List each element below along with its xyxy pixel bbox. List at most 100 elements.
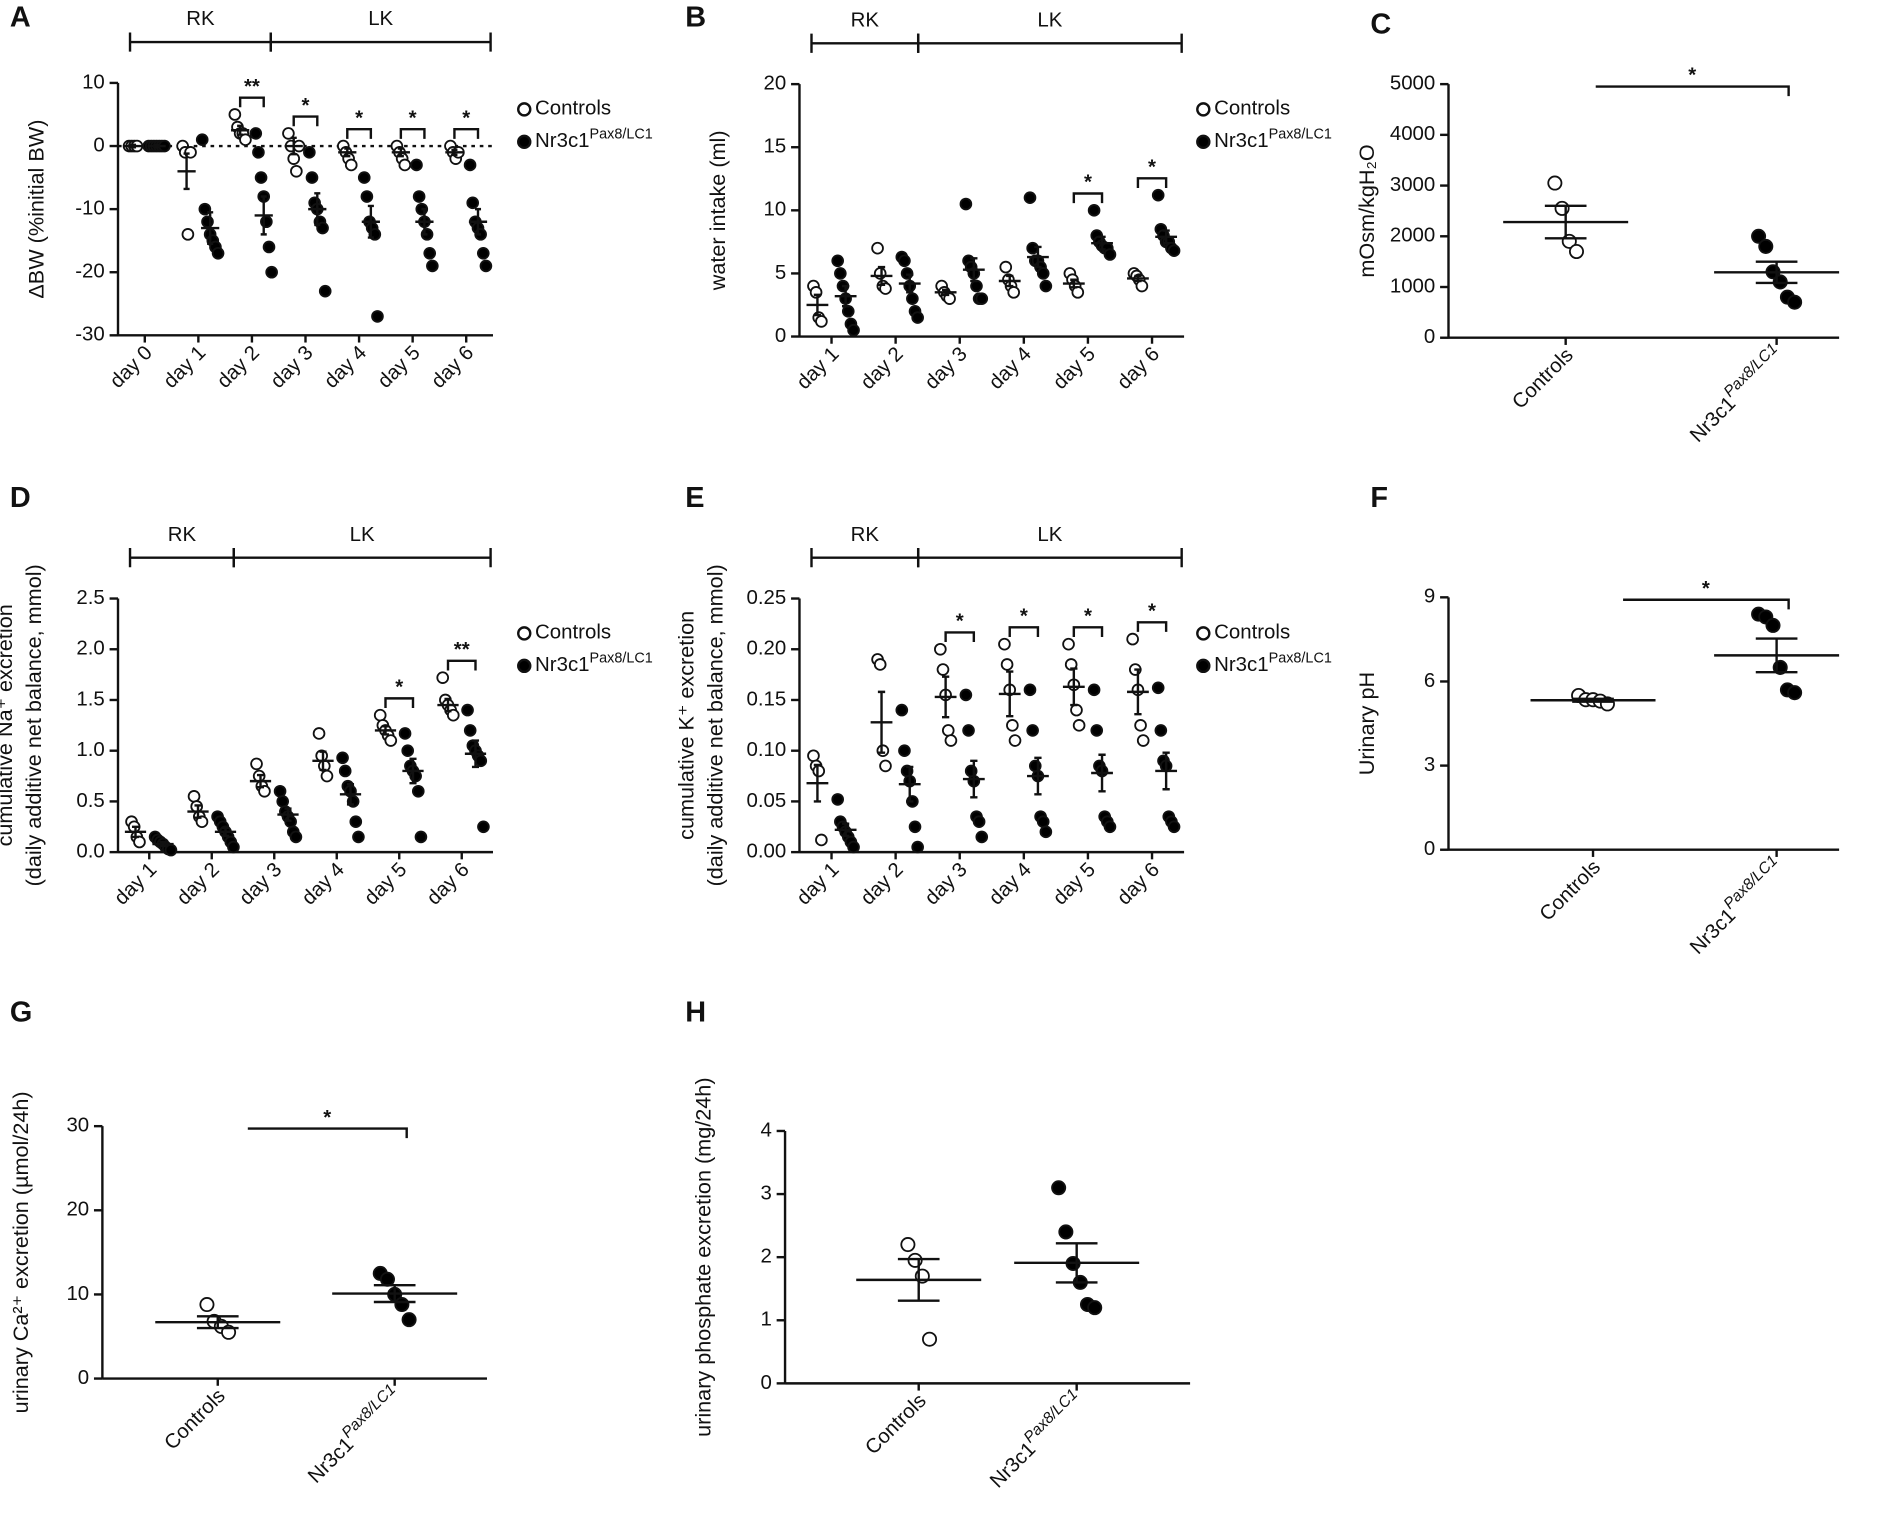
- data-point: [258, 784, 271, 798]
- sem-bar: [183, 152, 190, 191]
- panel-label: A: [10, 1, 31, 33]
- x-tick-text: day 4: [985, 343, 1036, 394]
- sem-bar: [877, 265, 886, 286]
- sem-bar: [1098, 753, 1106, 793]
- y-tick-label: 0.15: [747, 688, 787, 710]
- x-tick-label: day 3: [235, 859, 286, 910]
- x-tick-label: Nr3c1Pax8/LC1: [982, 1386, 1089, 1493]
- y-tick-label: 5: [775, 262, 786, 284]
- data-point: [831, 254, 845, 268]
- data-point: [1036, 267, 1050, 280]
- data-point: [254, 171, 268, 184]
- x-tick-text: Controls: [861, 1390, 930, 1459]
- significance-bracket: [944, 631, 976, 643]
- panel-label: E: [685, 482, 704, 514]
- sem-bar: [397, 147, 404, 158]
- x-tick-label: day 5: [360, 859, 411, 910]
- x-tick-superscript: Pax8/LC1: [1721, 852, 1782, 913]
- data-point: [1008, 734, 1022, 747]
- data-point: [1087, 204, 1101, 217]
- data-point: [1547, 175, 1563, 191]
- data-point: [273, 784, 287, 798]
- panel-label: G: [10, 997, 32, 1029]
- legend-superscript: Pax8/LC1: [590, 126, 653, 142]
- data-point: [211, 246, 225, 260]
- significance-label: *: [302, 95, 310, 117]
- significance-label: *: [1148, 157, 1156, 179]
- x-tick-label: day 0: [106, 342, 157, 393]
- x-tick-text: day 2: [173, 859, 224, 910]
- sem-bar: [471, 739, 480, 769]
- sem-bar: [1098, 235, 1106, 251]
- data-point: [290, 164, 303, 178]
- x-tick-text: Controls: [160, 1385, 229, 1454]
- data-point: [398, 727, 412, 740]
- legend-label: Controls: [1214, 622, 1290, 644]
- data-point: [282, 127, 295, 140]
- y-axis-label: water intake (ml): [705, 130, 730, 291]
- sem-bar: [314, 192, 321, 227]
- data-point: [414, 830, 428, 844]
- y-tick-label: 0: [78, 1367, 89, 1389]
- significance-label: *: [1688, 65, 1696, 87]
- legend-text: Controls: [1214, 622, 1290, 644]
- data-point: [181, 228, 195, 241]
- data-point: [1087, 1300, 1103, 1316]
- x-tick-label: Nr3c1Pax8/LC1: [1682, 340, 1789, 447]
- y-axis-label: ΔBW (%initial BW): [23, 120, 48, 299]
- sem-bar: [444, 697, 452, 713]
- region-bracket: [128, 32, 272, 52]
- data-point: [446, 708, 460, 722]
- sem-bar: [1134, 668, 1142, 716]
- y-tick-label: 1000: [1390, 275, 1435, 297]
- data-point: [357, 171, 371, 184]
- legend-superscript: Pax8/LC1: [1269, 126, 1332, 142]
- data-point: [250, 757, 263, 771]
- data-point: [1154, 724, 1168, 737]
- x-tick-text: day 3: [921, 859, 972, 910]
- sem-bar: [346, 782, 355, 806]
- sem-bar: [1034, 245, 1042, 269]
- y-axis-label: cumulative K⁺ excretion: [674, 611, 699, 840]
- data-point: [164, 843, 178, 857]
- significance-label: *: [1084, 172, 1092, 194]
- x-tick-text: day 2: [213, 342, 264, 393]
- data-point: [1090, 724, 1104, 737]
- x-tick-text: day 2: [857, 859, 908, 910]
- y-tick-label: 0.0: [76, 841, 104, 863]
- sem-bar: [1544, 204, 1587, 240]
- legend-label: Nr3c1Pax8/LC1: [1214, 650, 1332, 676]
- x-tick-text: day 6: [423, 859, 474, 910]
- legend-marker: [517, 626, 532, 641]
- legend-marker: [517, 134, 532, 150]
- y-tick-label: 0.10: [747, 739, 787, 761]
- y-tick-label: 1.0: [76, 739, 104, 761]
- x-tick-label: day 3: [267, 342, 318, 393]
- data-point: [871, 241, 884, 255]
- significance-label: *: [323, 1107, 331, 1129]
- legend-label: Nr3c1Pax8/LC1: [1214, 126, 1332, 152]
- y-tick-label: 0.25: [747, 587, 787, 609]
- significance-label: *: [1084, 606, 1092, 628]
- sem-bar: [344, 147, 351, 158]
- significance-bracket: [238, 96, 265, 108]
- data-point: [1568, 243, 1585, 260]
- data-point: [477, 820, 490, 834]
- y-tick-label: 20: [764, 73, 787, 95]
- data-point: [936, 663, 950, 676]
- x-tick-text: day 1: [793, 343, 844, 394]
- data-point: [809, 286, 823, 299]
- x-tick-text: Controls: [1508, 344, 1577, 413]
- data-point: [1036, 815, 1050, 829]
- data-point: [227, 840, 240, 854]
- data-point: [815, 315, 828, 328]
- panel-label: D: [10, 482, 31, 514]
- sem-bar: [319, 750, 327, 772]
- data-point: [1758, 238, 1774, 254]
- region-label: LK: [350, 524, 375, 546]
- data-point: [305, 171, 319, 184]
- x-tick-label: Controls: [861, 1390, 930, 1459]
- significance-label: **: [244, 76, 260, 98]
- legend-label: Nr3c1Pax8/LC1: [535, 126, 653, 152]
- data-point: [320, 769, 334, 783]
